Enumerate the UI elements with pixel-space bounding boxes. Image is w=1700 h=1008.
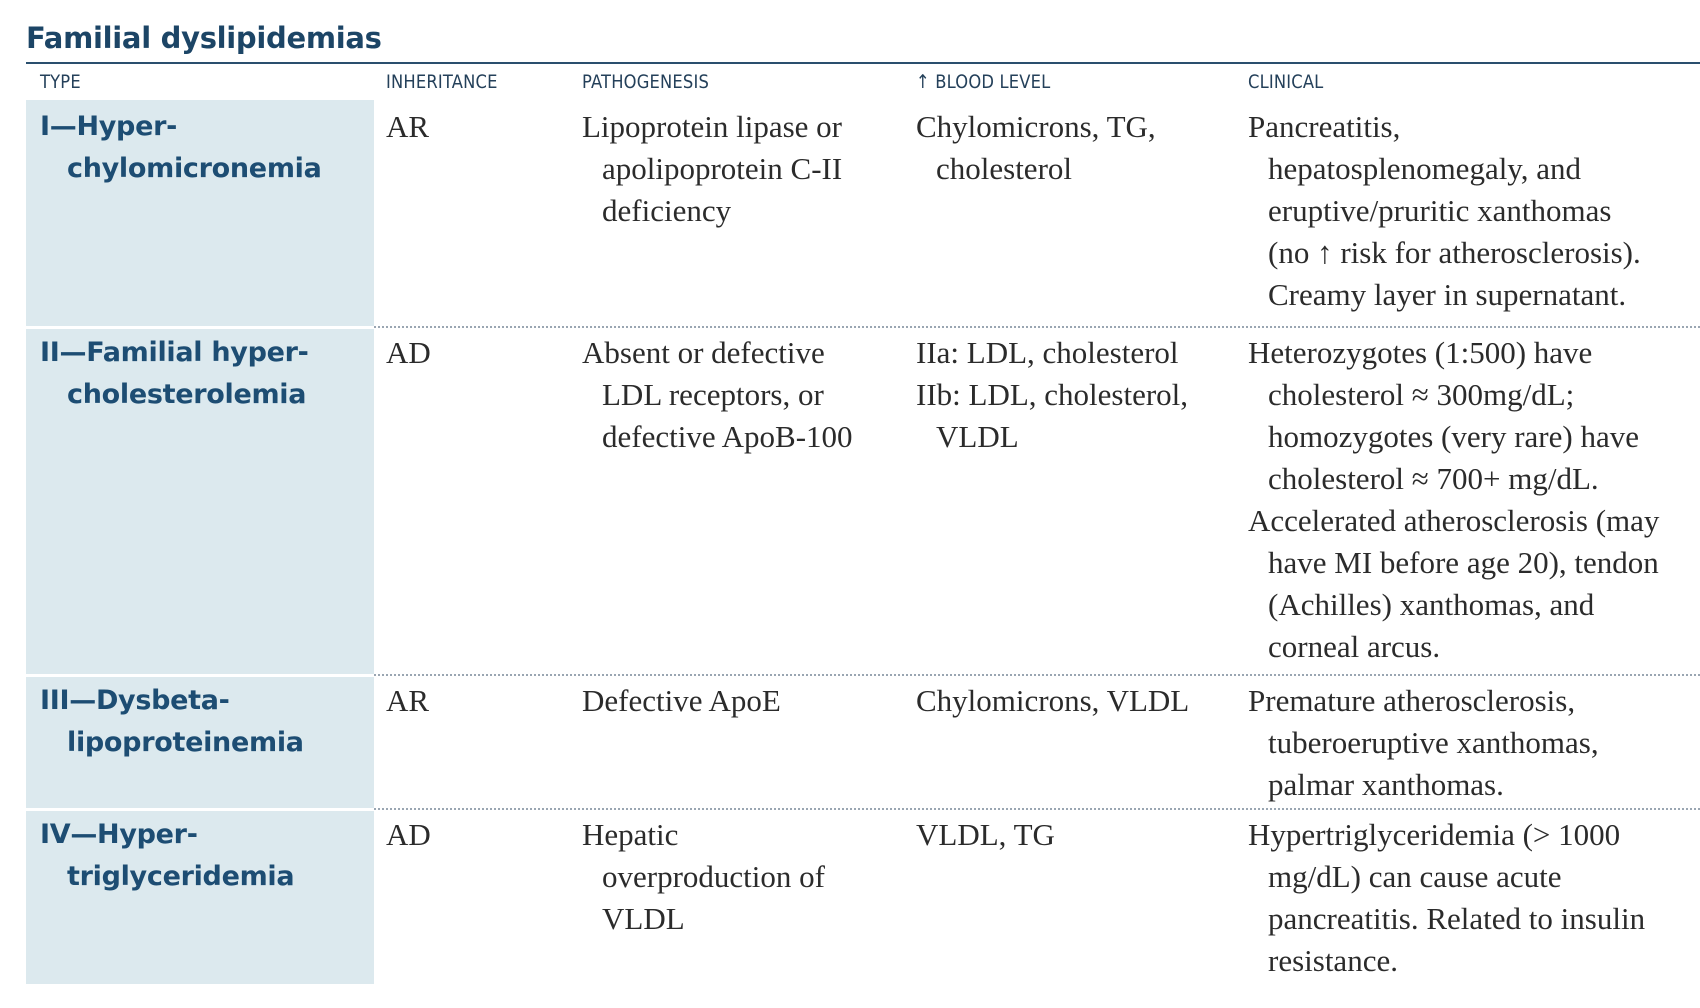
title-rule [26,62,1700,64]
header-inheritance: INHERITANCE [386,71,498,93]
blood-level-cell: IIa: LDL, cholesterol IIb: LDL, choleste… [904,326,1236,674]
inheritance-value: AR [386,683,430,718]
row-divider [374,808,1700,810]
clinical-paragraph: Premature atherosclerosis, tuberoeruptiv… [1248,680,1700,806]
inheritance-cell: AR [374,674,570,808]
clinical-cell: Premature atherosclerosis, tuberoeruptiv… [1236,674,1700,808]
clinical-line: cholesterol ≈ 300mg/dL; [1268,377,1575,412]
header-clinical: CLINICAL [1248,71,1324,93]
blood-level-line: cholesterol [936,151,1073,186]
pathogenesis-line: overproduction of [602,859,825,894]
clinical-line: Hypertriglyceridemia (> 1000 [1248,817,1621,852]
blood-level-line: IIa: LDL, cholesterol [916,335,1179,370]
inheritance-value: AD [386,335,431,370]
blood-level-line: Chylomicrons, VLDL [916,683,1190,718]
clinical-paragraph: Heterozygotes (1:500) have cholesterol ≈… [1248,332,1700,500]
type-cell: IV—Hyper- triglyceridemia [26,808,374,984]
type-line: lipoproteinemia [67,727,304,758]
row-divider [374,674,1700,676]
pathogenesis-line: LDL receptors, or [602,377,824,412]
clinical-paragraph: Accelerated atherosclerosis (may have MI… [1248,500,1700,668]
pathogenesis-cell: Absent or defective LDL receptors, or de… [570,326,904,674]
pathogenesis-line: defective ApoB-100 [602,419,853,454]
page-title: Familial dyslipidemias [26,21,382,55]
pathogenesis-line: Hepatic [582,817,679,852]
clinical-line: Pancreatitis, [1248,109,1401,144]
type-cell: II—Familial hyper- cholesterolemia [26,326,374,674]
type-line: II—Familial hyper- [40,337,309,368]
table-header-row: TYPE INHERITANCE PATHOGENESIS ↑ BLOOD LE… [26,64,1700,100]
table-row: III—Dysbeta- lipoproteinemia AR Defectiv… [26,674,1700,808]
type-gap [26,326,374,329]
document-page: Familial dyslipidemias TYPE INHERITANCE … [26,18,1700,984]
clinical-line: (Achilles) xanthomas, and [1268,587,1595,622]
clinical-paragraph: Hypertriglyceridemia (> 1000 mg/dL) can … [1248,814,1700,982]
inheritance-value: AR [386,109,430,144]
blood-level-line: VLDL, TG [916,817,1055,852]
blood-level-line: IIb: LDL, cholesterol, [916,377,1189,412]
type-line: cholesterolemia [67,379,307,410]
type-gap [26,808,374,811]
clinical-line: Accelerated atherosclerosis (may [1248,503,1660,538]
type-gap [26,674,374,677]
clinical-line: corneal arcus. [1268,629,1441,664]
type-cell: I—Hyper- chylomicronemia [26,100,374,326]
inheritance-cell: AD [374,808,570,984]
clinical-cell: Hypertriglyceridemia (> 1000 mg/dL) can … [1236,808,1700,984]
pathogenesis-line: Lipoprotein lipase or [582,109,842,144]
pathogenesis-line: apolipoprotein C-II [602,151,843,186]
pathogenesis-cell: Defective ApoE [570,674,904,808]
inheritance-value: AD [386,817,431,852]
table-row: IV—Hyper- triglyceridemia AD Hepatic ove… [26,808,1700,984]
clinical-line: have MI before age 20), tendon [1268,545,1659,580]
type-line: triglyceridemia [67,861,295,892]
table-row: II—Familial hyper- cholesterolemia AD Ab… [26,326,1700,674]
blood-level-cell: VLDL, TG [904,808,1236,984]
blood-level-line: Chylomicrons, TG, [916,109,1156,144]
type-line: I—Hyper- [40,111,178,142]
clinical-line: hepatosplenomegaly, and [1268,151,1582,186]
clinical-line: pancreatitis. Related to insulin [1268,901,1646,936]
inheritance-cell: AR [374,100,570,326]
clinical-line: Premature atherosclerosis, [1248,683,1576,718]
pathogenesis-line: Absent or defective [582,335,825,370]
header-pathogenesis: PATHOGENESIS [582,71,710,93]
clinical-line: (no ↑ risk for atherosclerosis). [1268,235,1641,270]
clinical-line: palmar xanthomas. [1268,767,1504,802]
header-blood-level: ↑ BLOOD LEVEL [916,71,1051,93]
type-cell: III—Dysbeta- lipoproteinemia [26,674,374,808]
clinical-line: Heterozygotes (1:500) have [1248,335,1593,370]
clinical-line: resistance. [1268,943,1398,978]
blood-level-line: VLDL [936,419,1019,454]
header-type: TYPE [40,71,81,93]
clinical-paragraph: Pancreatitis, hepatosplenomegaly, and er… [1248,106,1700,316]
pathogenesis-line: deficiency [602,193,732,228]
clinical-line: eruptive/pruritic xanthomas [1268,193,1612,228]
clinical-line: cholesterol ≈ 700+ mg/dL. [1268,461,1599,496]
pathogenesis-cell: Hepatic overproduction of VLDL [570,808,904,984]
clinical-line: homozygotes (very rare) have [1268,419,1639,454]
row-divider [374,326,1700,328]
clinical-cell: Heterozygotes (1:500) have cholesterol ≈… [1236,326,1700,674]
table-row: I—Hyper- chylomicronemia AR Lipoprotein … [26,100,1700,326]
pathogenesis-line: Defective ApoE [582,683,781,718]
blood-level-cell: Chylomicrons, TG, cholesterol [904,100,1236,326]
inheritance-cell: AD [374,326,570,674]
type-line: chylomicronemia [67,153,322,184]
pathogenesis-cell: Lipoprotein lipase or apolipoprotein C-I… [570,100,904,326]
clinical-line: tuberoeruptive xanthomas, [1268,725,1599,760]
clinical-line: mg/dL) can cause acute [1268,859,1562,894]
table-body: I—Hyper- chylomicronemia AR Lipoprotein … [26,100,1700,984]
pathogenesis-line: VLDL [602,901,685,936]
type-line: IV—Hyper- [40,819,198,850]
clinical-line: Creamy layer in supernatant. [1268,277,1627,312]
blood-level-cell: Chylomicrons, VLDL [904,674,1236,808]
clinical-cell: Pancreatitis, hepatosplenomegaly, and er… [1236,100,1700,326]
type-line: III—Dysbeta- [40,685,230,716]
